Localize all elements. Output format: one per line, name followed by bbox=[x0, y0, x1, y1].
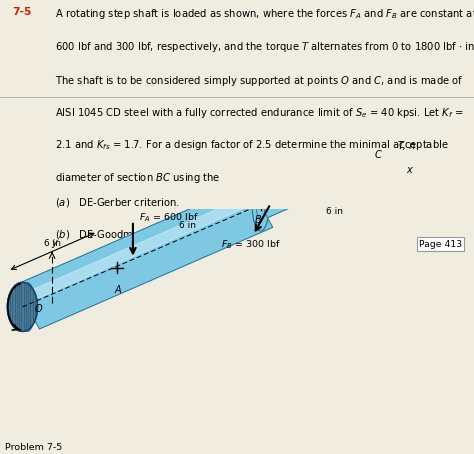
Text: $(b)$   DE-Goodman criterion.: $(b)$ DE-Goodman criterion. bbox=[55, 228, 193, 241]
Polygon shape bbox=[8, 282, 37, 331]
Text: O: O bbox=[35, 304, 42, 314]
Text: y: y bbox=[52, 238, 57, 248]
Text: Problem 7-5: Problem 7-5 bbox=[5, 443, 62, 452]
Text: AISI 1045 CD steel with a fully corrected endurance limit of $S_e$ = 40 kpsi. Le: AISI 1045 CD steel with a fully correcte… bbox=[55, 106, 463, 120]
Text: 6 in: 6 in bbox=[326, 207, 343, 217]
Polygon shape bbox=[20, 282, 35, 331]
Text: 6 in: 6 in bbox=[44, 239, 61, 248]
Text: $F_A$ = 600 lbf: $F_A$ = 600 lbf bbox=[139, 212, 199, 224]
Polygon shape bbox=[368, 141, 386, 168]
Text: C: C bbox=[375, 150, 382, 160]
Text: $(a)$   DE-Gerber criterion.: $(a)$ DE-Gerber criterion. bbox=[55, 196, 179, 209]
Text: B: B bbox=[255, 215, 262, 225]
Polygon shape bbox=[373, 141, 382, 168]
Polygon shape bbox=[256, 192, 265, 219]
Text: A rotating step shaft is loaded as shown, where the forces $F_A$ and $F_B$ are c: A rotating step shaft is loaded as shown… bbox=[55, 6, 474, 20]
Text: 7-5: 7-5 bbox=[12, 6, 31, 16]
Text: 6 in: 6 in bbox=[179, 221, 196, 230]
Polygon shape bbox=[257, 148, 376, 203]
Polygon shape bbox=[252, 180, 269, 231]
Text: 600 lbf and 300 lbf, respectively, and the torque $T$ alternates from 0 to 1800 : 600 lbf and 300 lbf, respectively, and t… bbox=[55, 40, 474, 54]
Text: T, n: T, n bbox=[398, 142, 415, 152]
Text: 2.1 and $K_{fs}$ = 1.7. For a design factor of 2.5 determine the minimal accepta: 2.1 and $K_{fs}$ = 1.7. For a design fac… bbox=[55, 138, 448, 153]
Text: $F_B$ = 300 lbf: $F_B$ = 300 lbf bbox=[221, 238, 281, 251]
Text: Page 413: Page 413 bbox=[419, 240, 462, 249]
Text: A: A bbox=[115, 285, 121, 295]
Text: x: x bbox=[406, 165, 412, 175]
Polygon shape bbox=[16, 183, 273, 329]
Polygon shape bbox=[253, 181, 268, 230]
Text: The shaft is to be considered simply supported at points $O$ and $C$, and is mad: The shaft is to be considered simply sup… bbox=[55, 74, 463, 88]
Polygon shape bbox=[254, 142, 384, 218]
Text: diameter of section $BC$ using the: diameter of section $BC$ using the bbox=[55, 171, 220, 185]
Polygon shape bbox=[21, 193, 259, 304]
